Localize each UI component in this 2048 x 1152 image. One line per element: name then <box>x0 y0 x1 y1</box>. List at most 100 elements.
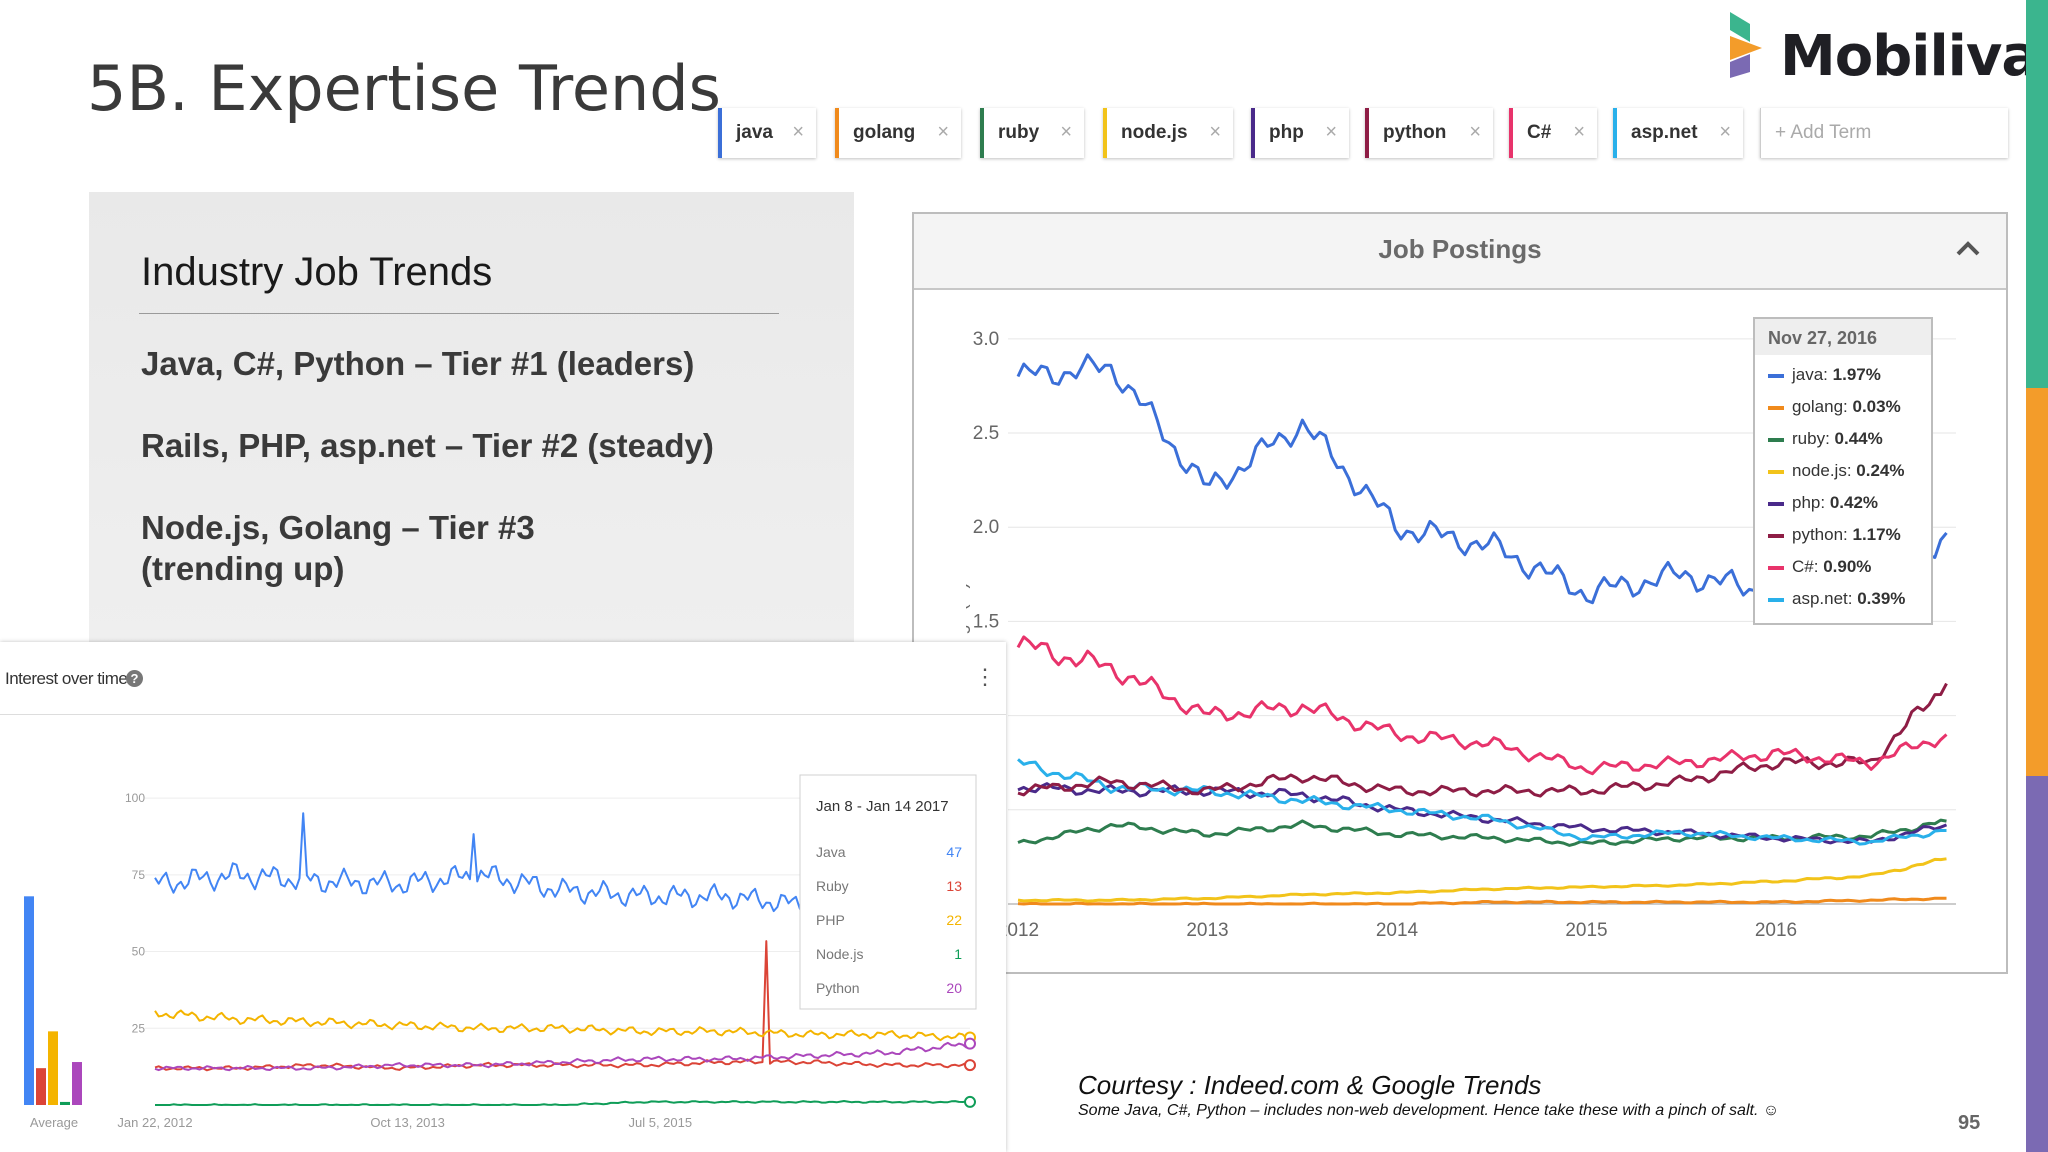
term-chip-label: asp.net <box>1631 122 1698 143</box>
term-chip-java[interactable]: java × <box>718 108 816 158</box>
job-postings-card: Job Postings 0.00.51.01.52.02.53.0201220… <box>912 212 2008 974</box>
average-bar-php <box>48 1031 58 1105</box>
term-chip-label: ruby <box>998 122 1040 143</box>
tooltip-row-value: 0.03% <box>1853 397 1901 416</box>
tooltip-swatch <box>1768 374 1784 378</box>
page-number: 95 <box>1958 1112 1981 1134</box>
tooltip-row-label: python: <box>1792 525 1853 544</box>
series-line-c <box>1016 635 1948 776</box>
tooltip-box <box>799 774 977 1010</box>
summary-divider <box>139 313 779 314</box>
average-bar-ruby <box>36 1068 46 1105</box>
term-chip-aspnet[interactable]: asp.net × <box>1613 108 1743 158</box>
y-tick-label: 75 <box>132 868 146 882</box>
series-line-php <box>154 1009 971 1042</box>
y-tick-label: 1.5 <box>973 611 999 632</box>
help-icon[interactable]: ? <box>126 670 143 687</box>
tooltip-row: golang: 0.03% <box>1792 397 1901 416</box>
close-icon[interactable]: × <box>937 121 949 143</box>
tooltip-row-label: java: <box>1791 365 1833 384</box>
tooltip-row-value: 0.39% <box>1857 589 1905 608</box>
summary-heading: Industry Job Trends <box>141 250 493 294</box>
close-icon[interactable]: × <box>1469 121 1481 143</box>
tier-1-text: Java, C#, Python – Tier #1 (leaders) <box>141 345 695 382</box>
tooltip-row-label: golang: <box>1792 397 1853 416</box>
series-line-golang <box>1017 896 1947 906</box>
tooltip-row-value: 0.44% <box>1835 429 1883 448</box>
tooltip-row-value: 1 <box>954 946 962 962</box>
tier-3-text: Node.js, Golang – Tier #3 <box>141 509 535 546</box>
series-line-nodejs <box>1017 857 1947 903</box>
tooltip-header <box>1755 319 1931 355</box>
close-icon[interactable]: × <box>792 121 804 143</box>
term-chip-golang[interactable]: golang × <box>835 108 961 158</box>
tooltip-row-value: 1.97% <box>1833 365 1881 384</box>
x-tick-label: 2013 <box>1186 920 1228 941</box>
brand-logo: Mobiliva <box>1728 10 2039 90</box>
x-tick-label: 2012 <box>997 920 1039 941</box>
close-icon[interactable]: × <box>1573 121 1585 143</box>
x-tick-label: 2015 <box>1565 920 1607 941</box>
tooltip-row-value: 47 <box>946 844 962 860</box>
term-chip-label: C# <box>1527 122 1552 143</box>
tooltip-swatch <box>1768 598 1784 602</box>
term-chip-python[interactable]: python × <box>1365 108 1493 158</box>
more-vert-icon[interactable]: ⋮ <box>974 664 996 689</box>
y-tick-label: 100 <box>125 791 145 805</box>
tooltip-row-label: node.js: <box>1792 461 1856 480</box>
y-tick-label: 2.0 <box>973 517 999 538</box>
google-trends-card: Interest over time ? ⋮ 100 75 50 25 Jan 22, … <box>0 642 1006 1152</box>
y-tick-label: 2.5 <box>973 423 999 444</box>
tooltip-row-value: 0.90% <box>1823 557 1871 576</box>
term-chip-label: java <box>736 122 773 143</box>
endpoint-marker <box>964 1059 976 1072</box>
close-icon[interactable]: × <box>1060 121 1072 143</box>
tooltip-date: Nov 27, 2016 <box>1768 328 1877 348</box>
slide-title: 5B. Expertise Trends <box>87 52 721 125</box>
chevron-up-icon[interactable] <box>1954 234 1982 262</box>
x-tick-label: Jul 5, 2015 <box>628 1115 692 1130</box>
term-chip-csharp[interactable]: C# × <box>1509 108 1597 158</box>
tooltip-row-label: Python <box>816 980 860 996</box>
y-tick-label: 50 <box>132 945 146 959</box>
trends-divider <box>0 714 1006 715</box>
tooltip-swatch <box>1768 566 1784 570</box>
series-line-ruby <box>1017 818 1947 847</box>
term-chip-label: php <box>1269 122 1304 143</box>
term-chip-nodejs[interactable]: node.js × <box>1103 108 1233 158</box>
series-line-aspnet <box>1017 758 1947 846</box>
add-term-input[interactable]: + Add Term <box>1760 108 2008 158</box>
tooltip-row-value: 1.17% <box>1853 525 1901 544</box>
tier-2-text: Rails, PHP, asp.net – Tier #2 (steady) <box>141 427 714 464</box>
average-bar-nodejs <box>60 1101 70 1105</box>
term-chip-php[interactable]: php × <box>1251 108 1349 158</box>
close-icon[interactable]: × <box>1719 121 1731 143</box>
tooltip-row-label: C#: <box>1792 557 1823 576</box>
term-chip-ruby[interactable]: ruby × <box>980 108 1084 158</box>
tooltip-row-label: ruby: <box>1792 429 1835 448</box>
logo-text: Mobiliva <box>1780 24 2039 89</box>
close-icon[interactable]: × <box>1325 121 1337 143</box>
tooltip-row-value: 20 <box>946 980 962 996</box>
tooltip-swatch <box>1768 534 1784 538</box>
tooltip-row-value: 0.24% <box>1856 461 1904 480</box>
tooltip-row: ruby: 0.44% <box>1792 429 1883 448</box>
series-line-python <box>1017 682 1948 798</box>
x-tick-label: 2016 <box>1755 920 1797 941</box>
tooltip-row: php: 0.42% <box>1792 493 1878 512</box>
tooltip-row: node.js: 0.24% <box>1792 461 1904 480</box>
tooltip-row: C#: 0.90% <box>1792 557 1871 576</box>
tooltip-swatch <box>1768 438 1784 442</box>
close-icon[interactable]: × <box>1209 121 1221 143</box>
interest-over-time-label: Interest over time <box>5 669 128 688</box>
tooltip-row-label: Java <box>816 844 846 860</box>
y-axis-label: hing Job Postings (%) <box>950 582 970 757</box>
tooltip-row-label: PHP <box>816 912 845 928</box>
job-postings-header[interactable]: Job Postings <box>914 214 2006 290</box>
series-line-python <box>154 1041 971 1072</box>
tooltip-swatch <box>1768 406 1784 410</box>
term-bar: java × golang × ruby × node.js × php × p… <box>718 108 2010 160</box>
x-tick-label: 2014 <box>1376 920 1419 941</box>
y-tick-label: 25 <box>132 1021 146 1035</box>
term-chip-label: golang <box>853 122 916 143</box>
